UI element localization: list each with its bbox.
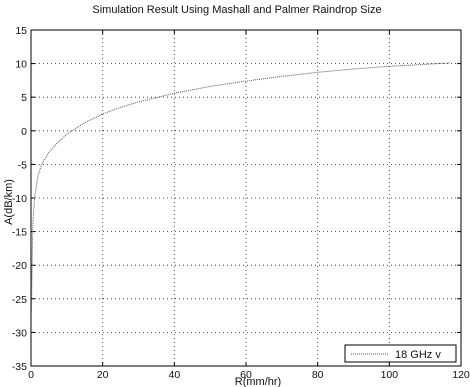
series-lines bbox=[30, 62, 451, 313]
legend: 18 GHz v bbox=[344, 344, 457, 363]
grid-lines bbox=[31, 30, 461, 366]
y-tick-label: -35 bbox=[12, 361, 27, 373]
legend-label: 18 GHz v bbox=[395, 349, 441, 361]
y-tick-label: 0 bbox=[21, 126, 27, 138]
axis-ticks: 0 20 40 60 80 100 120 15 10 5 0 -5 -10 -15 -20 -25 -30 -3… bbox=[12, 25, 470, 381]
legend-box bbox=[344, 344, 457, 363]
y-tick-label: -15 bbox=[12, 227, 27, 239]
y-tick-label: 10 bbox=[15, 59, 27, 71]
x-tick-label: 120 bbox=[452, 369, 470, 381]
x-tick-label: 80 bbox=[312, 369, 324, 381]
y-tick-label: 15 bbox=[15, 25, 27, 37]
x-tick-label: 100 bbox=[381, 369, 399, 381]
chart-title: Simulation Result Using Mashall and Palm… bbox=[92, 4, 381, 16]
x-tick-label: 60 bbox=[240, 369, 252, 381]
y-tick-label: 5 bbox=[21, 92, 27, 104]
x-axis-label: R(mm/hr) bbox=[235, 376, 281, 387]
y-tick-label: -25 bbox=[12, 294, 27, 306]
y-tick-label: -30 bbox=[12, 327, 27, 339]
x-tick-label: 0 bbox=[28, 369, 34, 381]
y-tick-label: -20 bbox=[12, 260, 27, 272]
x-tick-label: 40 bbox=[168, 369, 180, 381]
y-tick-label: -10 bbox=[12, 193, 27, 205]
x-tick-label: 20 bbox=[97, 369, 109, 381]
y-axis-label: A(dB/km) bbox=[3, 179, 15, 225]
y-tick-label: -5 bbox=[18, 159, 27, 171]
series-line bbox=[30, 62, 451, 313]
